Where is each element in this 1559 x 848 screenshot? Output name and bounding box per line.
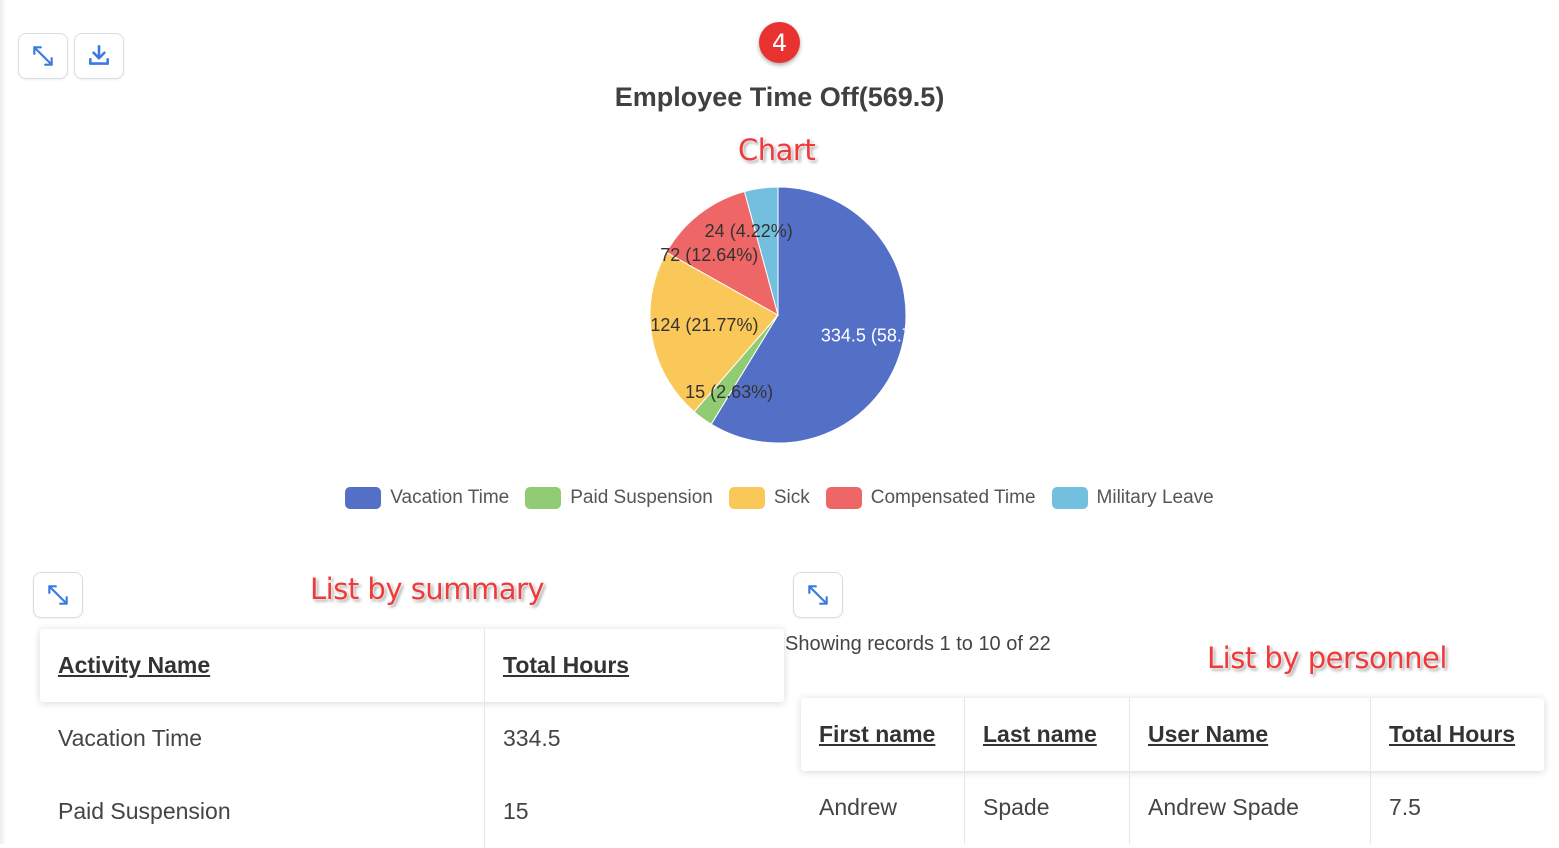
pie-label-compensated-time: 72 (12.64%) bbox=[660, 245, 758, 265]
legend-item-compensated-time[interactable]: Compensated Time bbox=[825, 487, 1036, 509]
chart-legend: Vacation Time Paid Suspension Sick Compensa… bbox=[0, 487, 1559, 509]
legend-swatch bbox=[825, 487, 862, 509]
summary-cell-hours: 15 bbox=[484, 775, 784, 848]
summary-table: Activity Name Total Hours Vacation Time … bbox=[40, 629, 784, 848]
chart-title: Employee Time Off(569.5) bbox=[614, 82, 945, 112]
expand-arrows-icon bbox=[48, 585, 68, 605]
pie-label-vacation-time: 334.5 (58.74%) bbox=[821, 325, 940, 345]
summary-expand-button[interactable] bbox=[33, 572, 83, 618]
pie-label-paid-suspension: 15 (2.63%) bbox=[685, 382, 773, 402]
summary-cell-activity: Paid Suspension bbox=[58, 798, 231, 824]
summary-cell-activity: Vacation Time bbox=[58, 725, 203, 751]
personnel-cell-first-name: Andrew bbox=[819, 794, 897, 820]
table-row: Andrew Spade Andrew Spade 7.5 bbox=[801, 771, 1544, 844]
legend-label: Military Leave bbox=[1096, 487, 1214, 508]
summary-header-total-hours[interactable]: Total Hours bbox=[484, 629, 784, 702]
pie-slice-compensated-time[interactable] bbox=[665, 190, 779, 317]
legend-swatch bbox=[728, 487, 765, 509]
legend-item-sick[interactable]: Sick bbox=[728, 487, 810, 509]
pie-slice-military-leave[interactable] bbox=[743, 186, 779, 316]
legend-item-paid-suspension[interactable]: Paid Suspension bbox=[525, 487, 713, 509]
annotation-personnel: List by personnel bbox=[1207, 641, 1447, 675]
chart-expand-button[interactable] bbox=[18, 33, 68, 79]
legend-swatch bbox=[345, 487, 382, 509]
annotation-chart: Chart bbox=[738, 133, 816, 167]
legend-item-military-leave[interactable]: Military Leave bbox=[1051, 487, 1214, 509]
legend-swatch bbox=[525, 487, 562, 509]
legend-item-vacation-time[interactable]: Vacation Time bbox=[345, 487, 509, 509]
legend-label: Vacation Time bbox=[390, 487, 510, 508]
personnel-table: First name Last name User Name Total Hou… bbox=[801, 698, 1544, 844]
annotation-summary: List by summary bbox=[310, 572, 545, 606]
chart-download-button[interactable] bbox=[74, 33, 124, 79]
pie-slice-sick[interactable] bbox=[649, 251, 779, 413]
expand-arrows-icon bbox=[33, 46, 53, 66]
legend-swatch bbox=[1051, 487, 1088, 509]
personnel-header-first-name[interactable]: First name bbox=[819, 721, 936, 747]
legend-label: Compensated Time bbox=[870, 487, 1036, 508]
personnel-cell-total-hours: 7.5 bbox=[1370, 771, 1544, 844]
pie-chart: 334.5 (58.74%) 15 (2.63%) 124 (21.77%) 72 (… bbox=[649, 186, 940, 444]
pie-slice-vacation-time[interactable] bbox=[710, 186, 907, 444]
records-count-text: Showing records 1 to 10 of 22 bbox=[785, 633, 1051, 655]
pie-label-military-leave: 24 (4.22%) bbox=[705, 221, 793, 241]
personnel-header-user-name[interactable]: User Name bbox=[1129, 698, 1371, 771]
summary-header-row: Activity Name Total Hours bbox=[40, 629, 784, 702]
summary-cell-hours: 334.5 bbox=[484, 702, 784, 775]
table-row: Vacation Time 334.5 bbox=[40, 702, 784, 775]
left-edge-shadow bbox=[0, 0, 6, 844]
personnel-header-total-hours[interactable]: Total Hours bbox=[1370, 698, 1544, 771]
personnel-header-row: First name Last name User Name Total Hou… bbox=[801, 698, 1544, 771]
legend-label: Paid Suspension bbox=[570, 487, 713, 508]
personnel-cell-last-name: Spade bbox=[964, 771, 1130, 844]
expand-arrows-icon bbox=[808, 585, 828, 605]
summary-header-activity-name[interactable]: Activity Name bbox=[58, 652, 211, 678]
download-icon bbox=[89, 44, 109, 65]
pie-label-sick: 124 (21.77%) bbox=[650, 315, 758, 335]
table-row: Paid Suspension 15 bbox=[40, 775, 784, 848]
personnel-cell-user-name: Andrew Spade bbox=[1129, 771, 1371, 844]
step-badge: 4 bbox=[759, 22, 800, 63]
legend-label: Sick bbox=[773, 487, 810, 508]
personnel-header-last-name[interactable]: Last name bbox=[964, 698, 1130, 771]
personnel-expand-button[interactable] bbox=[793, 572, 843, 618]
